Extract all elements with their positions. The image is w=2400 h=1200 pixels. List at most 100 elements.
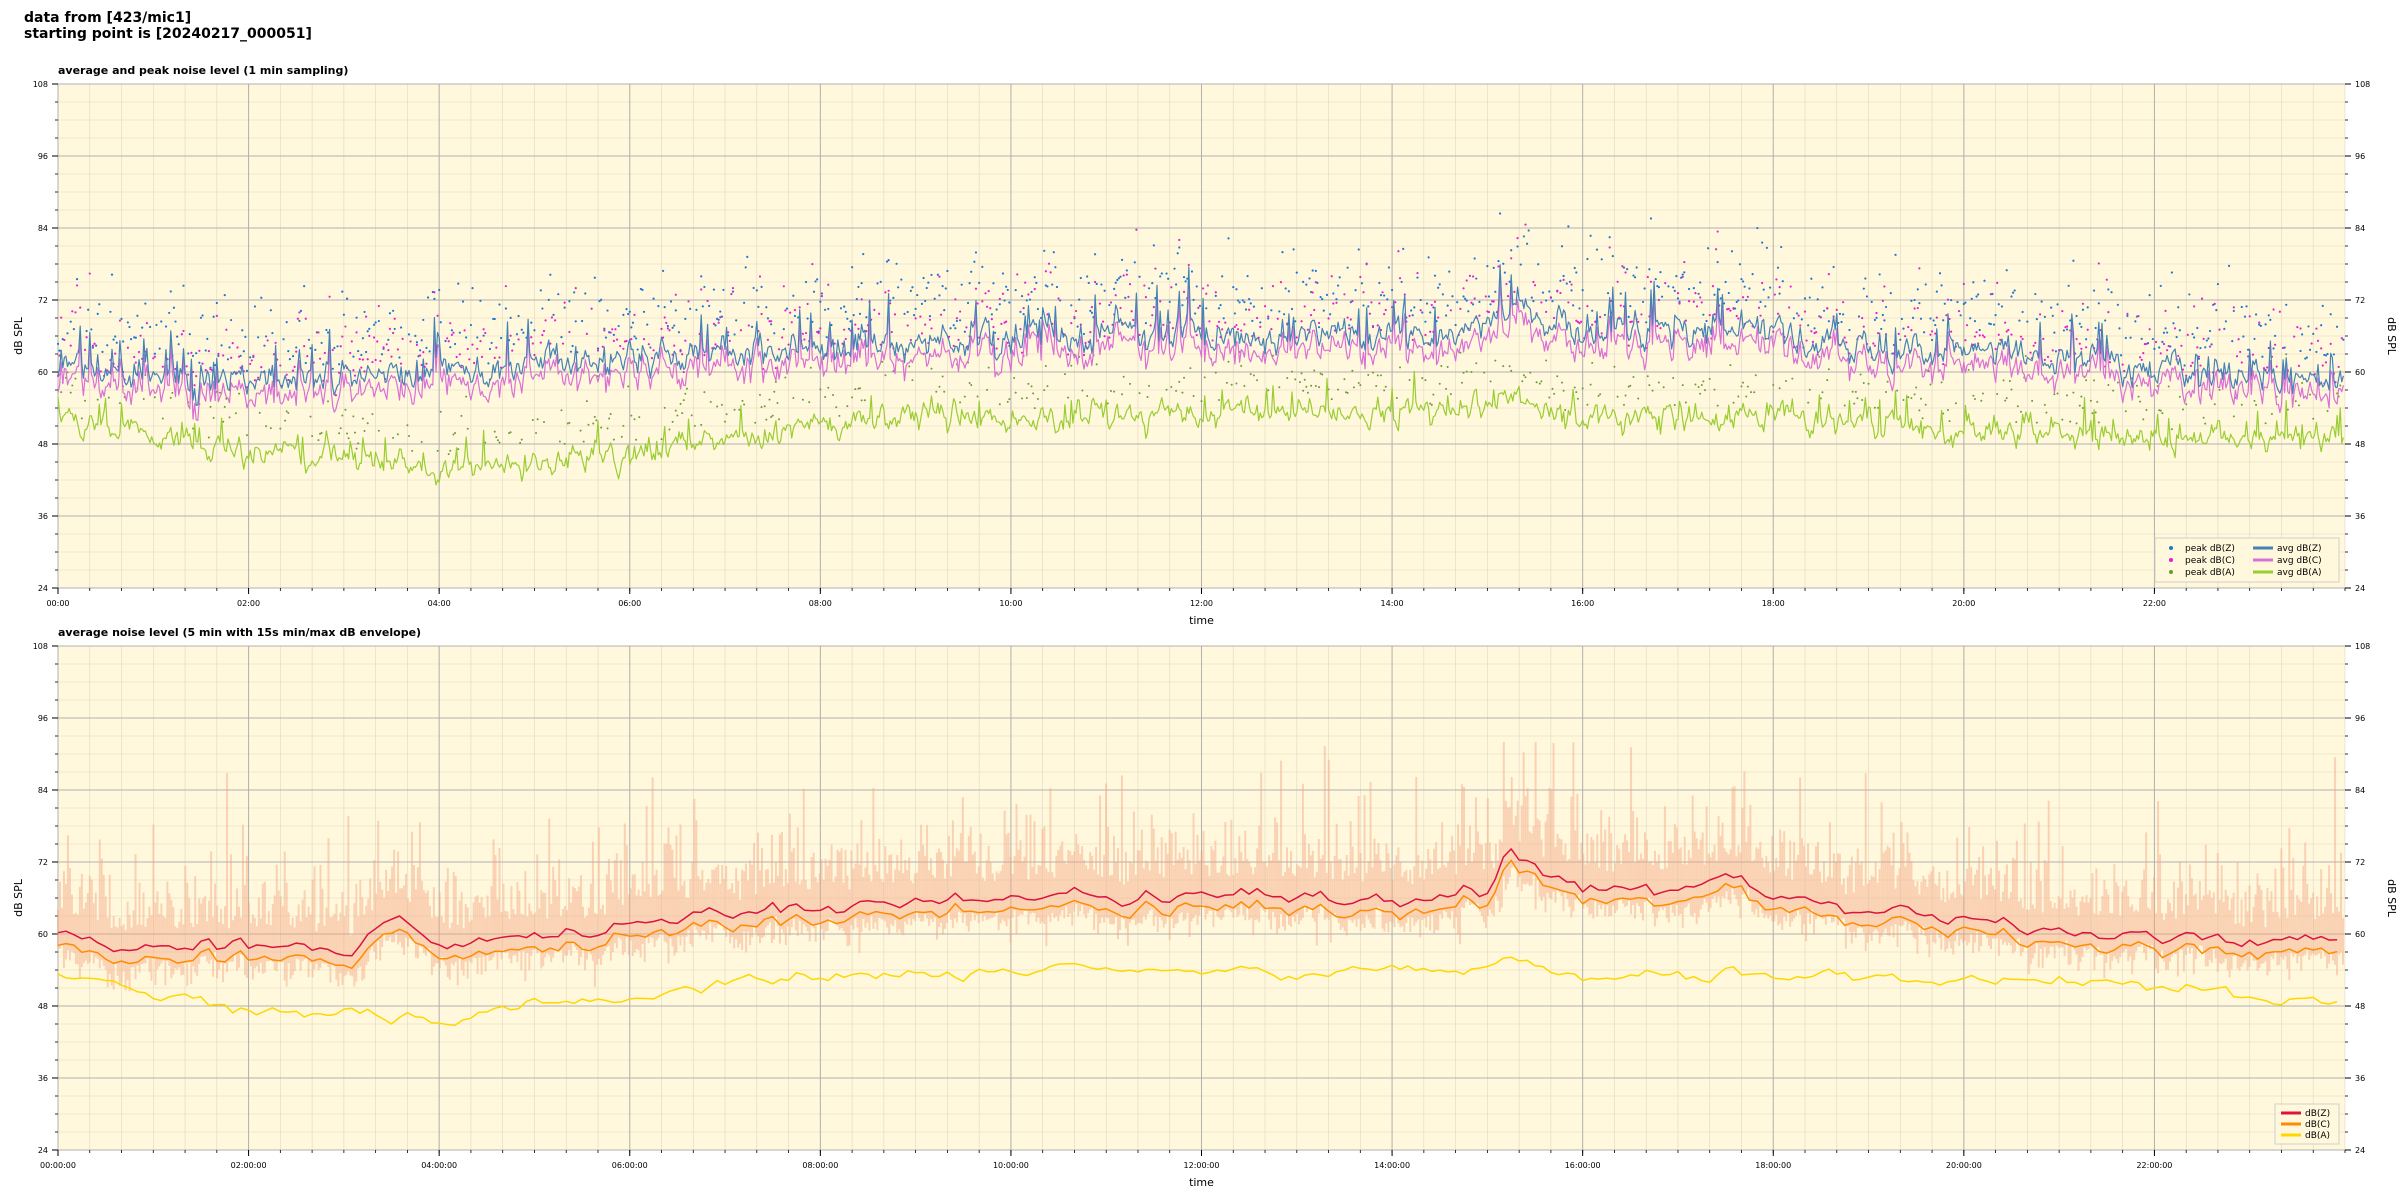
peak-a-point: [1430, 403, 1433, 406]
peak-a-point: [169, 396, 172, 399]
peak-z-point: [1735, 300, 1738, 304]
peak-c-point: [1006, 341, 1009, 344]
peak-c-point: [954, 298, 957, 301]
peak-a-point: [2270, 413, 2273, 416]
peak-a-point: [1821, 391, 1824, 394]
peak-z-point: [1800, 318, 1803, 321]
peak-z-point: [1321, 297, 1324, 301]
peak-z-point: [892, 296, 895, 299]
peak-z-point: [689, 307, 692, 310]
peak-z-point: [2040, 300, 2043, 303]
peak-c-point: [1046, 313, 1049, 316]
peak-c-point: [728, 339, 731, 343]
peak-z-point: [58, 349, 61, 352]
peak-z-point: [760, 285, 763, 288]
peak-z-point: [1803, 297, 1807, 300]
peak-c-point: [2186, 333, 2189, 336]
peak-c-point: [2038, 313, 2042, 316]
peak-z-point: [850, 266, 854, 269]
peak-c-point: [306, 354, 309, 358]
peak-c-point: [1810, 330, 1813, 333]
peak-c-point: [1371, 325, 1375, 329]
peak-z-point: [968, 282, 971, 285]
peak-a-point: [1367, 373, 1370, 376]
peak-a-point: [212, 417, 215, 420]
peak-a-point: [630, 414, 633, 417]
peak-a-point: [1122, 375, 1125, 378]
peak-z-point: [1525, 242, 1529, 245]
peak-a-point: [1818, 355, 1821, 358]
peak-c-point: [633, 313, 636, 316]
peak-c-point: [401, 337, 404, 341]
peak-z-point: [106, 344, 109, 347]
peak-c-point: [1465, 279, 1468, 282]
peak-c-point: [1368, 312, 1371, 315]
y-tick-label-left: 36: [38, 1074, 48, 1083]
peak-z-point: [1713, 293, 1716, 296]
peak-c-point: [272, 353, 276, 356]
peak-c-point: [703, 354, 706, 357]
peak-c-point: [687, 300, 690, 303]
peak-z-point: [628, 310, 631, 313]
x-tick-label: 10:00:00: [993, 1161, 1029, 1170]
peak-c-point: [1182, 290, 1186, 293]
peak-z-point: [195, 352, 198, 355]
peak-a-point: [1352, 386, 1355, 389]
peak-c-point: [1978, 334, 1981, 337]
peak-z-point: [1838, 312, 1842, 315]
peak-c-point: [2142, 351, 2145, 355]
peak-z-point: [631, 321, 635, 324]
peak-c-point: [139, 334, 142, 337]
peak-c-point: [511, 349, 514, 352]
peak-z-point: [992, 282, 995, 285]
peak-c-point: [1348, 327, 1351, 330]
starting-point-label: starting point is [20240217_000051]: [24, 26, 312, 42]
peak-a-point: [1954, 402, 1957, 405]
peak-z-point: [2053, 331, 2056, 334]
peak-z-point: [257, 336, 260, 339]
peak-z-point: [1241, 299, 1244, 302]
peak-z-point: [1446, 304, 1449, 307]
peak-c-point: [803, 338, 806, 341]
peak-z-point: [825, 336, 828, 339]
peak-z-point: [1767, 296, 1770, 299]
peak-z-point: [2118, 327, 2121, 330]
y-tick-label-right: 108: [2355, 642, 2370, 651]
peak-c-point: [56, 374, 60, 378]
peak-c-point: [1430, 303, 1433, 307]
peak-z-point: [1918, 302, 1921, 305]
peak-z-point: [220, 344, 223, 347]
peak-a-point: [371, 413, 374, 416]
peak-z-point: [1020, 294, 1024, 298]
avg-c-line: [57, 279, 2344, 422]
peak-z-point: [366, 330, 369, 333]
peak-z-point: [1659, 271, 1662, 274]
peak-a-point: [733, 408, 736, 411]
peak-z-point: [1251, 319, 1254, 322]
peak-a-point: [566, 422, 569, 425]
peak-c-point: [1433, 300, 1437, 303]
peak-a-point: [1681, 384, 1684, 387]
peak-a-point: [2078, 404, 2081, 407]
peak-c-point: [1741, 296, 1745, 299]
peak-a-point: [238, 392, 241, 395]
peak-z-point: [1489, 303, 1492, 306]
peak-z-point: [479, 299, 482, 302]
peak-z-point: [1780, 245, 1783, 249]
peak-z-point: [517, 314, 520, 318]
peak-c-point: [187, 373, 190, 376]
peak-c-point: [266, 339, 269, 342]
peak-a-point: [2112, 389, 2115, 392]
peak-c-point: [2240, 361, 2243, 364]
peak-a-point: [1791, 377, 1794, 380]
peak-z-point: [1643, 287, 1646, 290]
peak-z-point: [1707, 247, 1710, 250]
peak-z-point: [1421, 311, 1424, 314]
peak-c-point: [766, 338, 770, 341]
peak-c-point: [1070, 322, 1073, 325]
peak-z-point: [920, 302, 924, 305]
peak-z-point: [1940, 284, 1943, 287]
peak-a-point: [347, 437, 350, 440]
peak-c-point: [1255, 316, 1259, 320]
peak-c-point: [1236, 328, 1240, 331]
